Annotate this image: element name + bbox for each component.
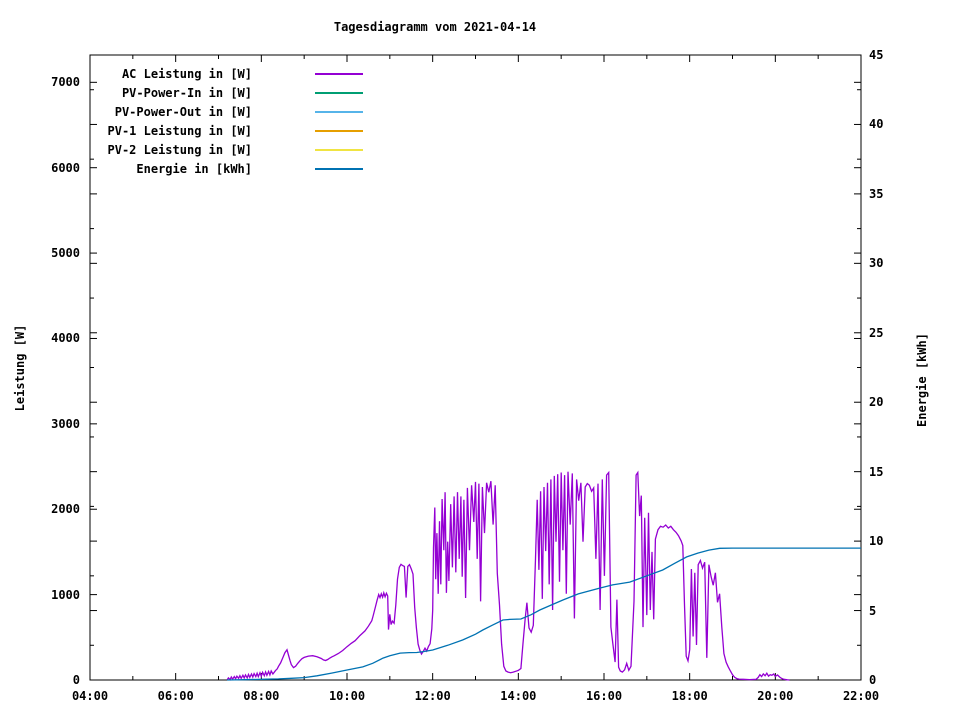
legend-item: PV-Power-In in [W] xyxy=(90,83,363,102)
chart-title: Tagesdiagramm vom 2021-04-14 xyxy=(333,20,537,34)
legend-line-sample xyxy=(315,129,363,132)
y2tick-label: 5 xyxy=(869,603,877,618)
legend-line-sample xyxy=(315,110,363,113)
xtick-label: 10:00 xyxy=(328,689,366,703)
ytick-label: 7000 xyxy=(51,75,80,90)
xtick-label: 18:00 xyxy=(671,689,708,703)
xtick-label: 16:00 xyxy=(585,689,623,703)
xtick-label: 20:00 xyxy=(757,689,794,703)
legend-item: PV-1 Leistung in [W] xyxy=(90,121,363,140)
ytick-label: 4000 xyxy=(51,331,80,346)
series-energie-in-kwh- xyxy=(227,547,861,681)
y2tick-label: 20 xyxy=(869,395,884,410)
series-ac-leistung-in-w- xyxy=(226,470,790,681)
xtick-label: 06:00 xyxy=(157,689,194,703)
legend-line-sample xyxy=(315,72,363,75)
legend-label: PV-Power-Out in [W] xyxy=(114,104,252,119)
legend-line-sample xyxy=(315,91,363,94)
legend-item: AC Leistung in [W] xyxy=(90,64,363,83)
ytick-label: 3000 xyxy=(51,416,80,431)
legend-item: Energie in [kWh] xyxy=(90,159,363,178)
y2tick-label: 10 xyxy=(869,534,884,549)
y2tick-label: 40 xyxy=(869,117,884,132)
xtick-label: 08:00 xyxy=(243,689,280,703)
legend-label: AC Leistung in [W] xyxy=(121,66,252,81)
y2tick-label: 25 xyxy=(869,325,884,340)
legend-item: PV-2 Leistung in [W] xyxy=(90,140,363,159)
xtick-label: 22:00 xyxy=(842,689,880,703)
y2tick-label: 0 xyxy=(869,673,877,687)
ytick-label: 0 xyxy=(72,673,80,687)
y2tick-label: 35 xyxy=(869,186,884,201)
legend-line-sample xyxy=(315,148,363,151)
legend-label: PV-2 Leistung in [W] xyxy=(107,142,253,157)
ytick-label: 6000 xyxy=(51,160,80,175)
xtick-label: 14:00 xyxy=(500,689,537,703)
y-right-axis-title: Energie [kWh] xyxy=(915,333,929,427)
legend-label: Energie in [kWh] xyxy=(136,161,252,176)
ytick-label: 2000 xyxy=(51,502,80,517)
legend-item: PV-Power-Out in [W] xyxy=(90,102,363,121)
legend-label: PV-1 Leistung in [W] xyxy=(107,123,253,138)
y2tick-label: 15 xyxy=(869,464,884,479)
ytick-label: 5000 xyxy=(51,246,80,261)
xtick-label: 12:00 xyxy=(414,689,451,703)
legend-line-sample xyxy=(315,167,363,170)
xtick-label: 04:00 xyxy=(71,689,109,703)
legend-label: PV-Power-In in [W] xyxy=(121,85,252,100)
ytick-label: 1000 xyxy=(51,587,80,602)
y2tick-label: 45 xyxy=(869,48,884,62)
legend: AC Leistung in [W] PV-Power-In in [W] PV-P… xyxy=(90,64,363,178)
y2tick-label: 30 xyxy=(869,256,884,271)
